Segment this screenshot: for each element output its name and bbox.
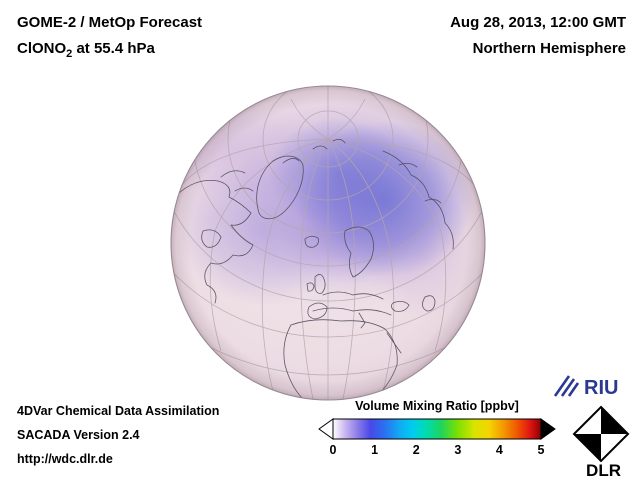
footer-line-assimilation: 4DVar Chemical Data Assimilation	[17, 404, 220, 418]
figure-title-block: GOME-2 / MetOp Forecast ClONO2 at 55.4 h…	[17, 10, 202, 67]
dlr-logo-svg: DLR	[572, 405, 630, 480]
figure-datetime-block: Aug 28, 2013, 12:00 GMT Northern Hemisph…	[450, 10, 626, 62]
colorbar-tick-3: 3	[454, 443, 462, 457]
figure-datetime: Aug 28, 2013, 12:00 GMT	[450, 14, 626, 31]
dlr-logo: DLR	[566, 404, 636, 483]
colorbar-tick-2: 2	[412, 443, 420, 457]
globe-map	[163, 80, 493, 406]
figure-region: Northern Hemisphere	[472, 40, 626, 57]
globe-limb-shading	[171, 86, 485, 400]
colorbar-bar	[332, 418, 542, 440]
colorbar-tick-5: 5	[537, 443, 545, 457]
riu-logo-svg: RIU	[553, 375, 618, 399]
globe-outline	[170, 85, 486, 401]
figure-title: GOME-2 / MetOp Forecast	[17, 14, 203, 31]
globe-svg	[170, 85, 486, 401]
figure-subtitle: ClONO2 at 55.4 hPa	[17, 40, 155, 60]
colorbar-tick-1: 1	[371, 443, 379, 457]
footer-line-version: SACADA Version 2.4	[17, 428, 140, 442]
colorbar-tick-labels: 0 1 2 3 4 5	[329, 441, 545, 457]
colorbar-label: Volume Mixing Ratio [ppbv]	[355, 399, 519, 413]
riu-logo: RIU	[552, 371, 628, 404]
colorbar: Volume Mixing Ratio [ppbv]	[318, 399, 556, 457]
footer-text-block: 4DVar Chemical Data Assimilation SACADA …	[17, 399, 219, 471]
riu-logo-text: RIU	[584, 377, 618, 399]
riu-logo-mark	[553, 375, 580, 397]
colorbar-right-arrow	[540, 418, 556, 440]
dlr-logo-mark	[572, 405, 630, 463]
colorbar-left-arrow	[318, 418, 334, 440]
colorbar-tick-4: 4	[495, 443, 503, 457]
dlr-logo-text: DLR	[586, 461, 621, 478]
footer-line-url: http://wdc.dlr.de	[17, 452, 113, 466]
colorbar-tick-0: 0	[329, 443, 337, 457]
colorbar-gradient-bar	[318, 418, 556, 440]
